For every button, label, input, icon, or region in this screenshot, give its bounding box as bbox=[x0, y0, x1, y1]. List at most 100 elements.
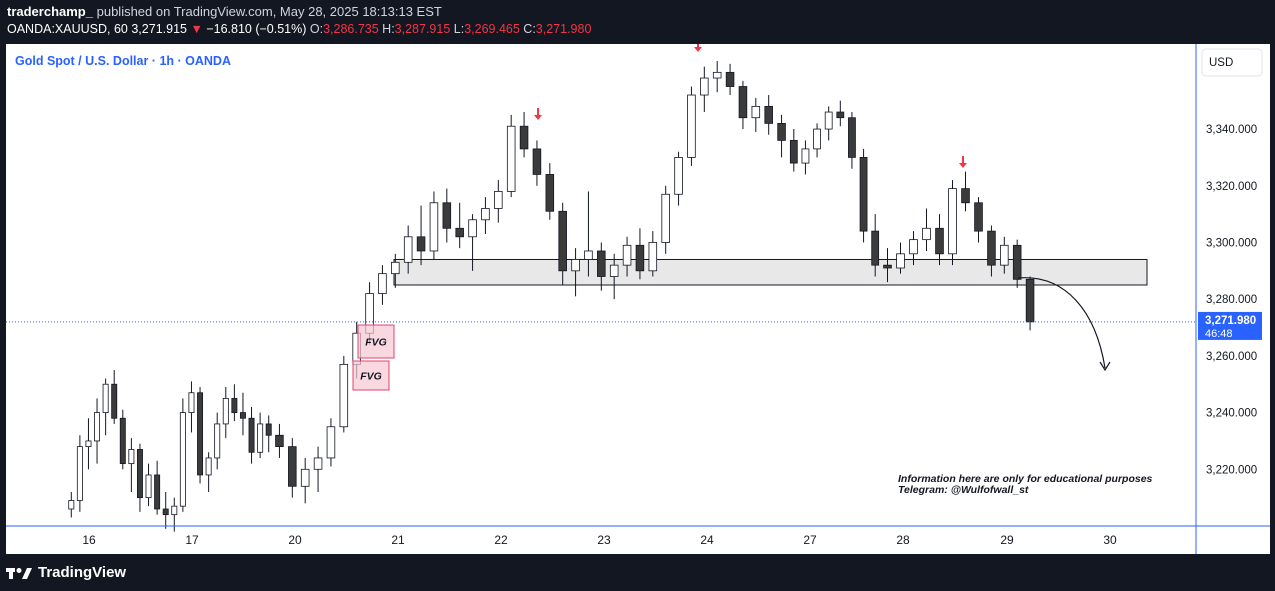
fvg-box[interactable] bbox=[357, 324, 395, 359]
candle-body bbox=[987, 230, 996, 266]
low-label: L: bbox=[453, 22, 465, 36]
fvg-label: FVG bbox=[365, 337, 387, 349]
candle-body bbox=[597, 250, 606, 277]
candle-body bbox=[468, 219, 477, 238]
tradingview-logo-icon bbox=[6, 567, 32, 579]
red-down-arrow-icon bbox=[694, 40, 702, 52]
open-label: O: bbox=[309, 22, 324, 36]
candle-body bbox=[494, 191, 503, 209]
projection-arrow[interactable] bbox=[1017, 277, 1106, 369]
time-tick-label: 23 bbox=[597, 533, 611, 547]
time-tick-label: 21 bbox=[391, 533, 405, 547]
support-zone[interactable] bbox=[393, 258, 1148, 286]
candle-body bbox=[231, 398, 238, 413]
high-label: H: bbox=[382, 22, 395, 36]
time-tick-label: 20 bbox=[288, 533, 302, 547]
price-tick-label: 3,280.000 bbox=[1206, 294, 1257, 306]
candle-body bbox=[76, 446, 83, 501]
candle-body bbox=[403, 236, 413, 263]
price-axis[interactable]: 3,220.000 3,240.000 3,260.000 3,280.000 3,30… bbox=[1206, 124, 1257, 476]
time-tick-label: 22 bbox=[494, 533, 508, 547]
candle-body bbox=[635, 244, 645, 272]
time-axis[interactable]: 16 17 20 21 22 23 24 27 28 29 30 bbox=[82, 533, 1117, 547]
author-name[interactable]: traderchamp_ bbox=[7, 4, 93, 19]
price-chart[interactable]: FVG FVG Information here are only for educ… bbox=[6, 40, 1270, 554]
candle-body bbox=[85, 440, 92, 448]
price-tick-label: 3,300.000 bbox=[1206, 237, 1257, 249]
candle-body bbox=[622, 244, 632, 266]
last-price-tag bbox=[1198, 311, 1262, 340]
time-tick-label: 30 bbox=[1103, 533, 1117, 547]
tradingview-logo[interactable]: TradingView bbox=[6, 564, 126, 581]
candle-body bbox=[455, 227, 464, 238]
price-tick-label: 3,240.000 bbox=[1206, 408, 1257, 420]
candle-body bbox=[687, 94, 696, 158]
telegram-note: Telegram: @Wulfofwall_st bbox=[898, 484, 1029, 496]
price-change: −16.810 (−0.51%) bbox=[206, 22, 307, 36]
close-label: C: bbox=[523, 22, 536, 36]
candle-body bbox=[171, 505, 178, 516]
fvg-label: FVG bbox=[360, 371, 382, 383]
candle-body bbox=[532, 148, 542, 175]
low-value: 3,269.465 bbox=[464, 22, 520, 36]
candle-body bbox=[674, 157, 683, 195]
candle-body bbox=[339, 363, 349, 428]
candle-body bbox=[214, 423, 221, 459]
currency-button[interactable] bbox=[1201, 48, 1263, 77]
candle-body bbox=[162, 508, 169, 516]
close-value: 3,271.980 bbox=[535, 22, 592, 36]
candle-body bbox=[442, 202, 452, 229]
candle-body bbox=[836, 111, 845, 119]
candle-body bbox=[935, 227, 944, 255]
last-price-tag-value: 3,271.980 bbox=[1205, 315, 1256, 327]
time-tick-label: 17 bbox=[185, 533, 199, 547]
candle-body bbox=[661, 193, 670, 243]
candle-body bbox=[429, 202, 439, 252]
candle-body bbox=[789, 140, 798, 164]
price-tick-label: 3,340.000 bbox=[1206, 124, 1257, 136]
chart-title: Gold Spot / U.S. Dollar · 1h · OANDA bbox=[15, 54, 231, 68]
price-tick-label: 3,260.000 bbox=[1206, 351, 1257, 363]
candle-body bbox=[313, 457, 323, 470]
candle-body bbox=[275, 434, 284, 448]
candle-body bbox=[571, 259, 580, 272]
time-tick-label: 16 bbox=[82, 533, 96, 547]
arrowhead-icon bbox=[1099, 361, 1111, 372]
candle-body bbox=[257, 423, 264, 453]
candle-body bbox=[265, 423, 272, 436]
candle-body bbox=[545, 174, 555, 212]
fvg-box[interactable] bbox=[352, 360, 390, 391]
candle-body bbox=[558, 210, 567, 272]
candle-body bbox=[205, 457, 212, 476]
publish-header: traderchamp_ published on TradingView.co… bbox=[7, 4, 442, 19]
candle-body bbox=[136, 449, 143, 499]
candle-body bbox=[751, 105, 761, 119]
candle-body bbox=[648, 242, 658, 272]
candle-body bbox=[481, 208, 490, 221]
candle-body bbox=[391, 261, 400, 275]
bar-countdown: 46:48 bbox=[1205, 328, 1233, 340]
candle-body bbox=[896, 253, 905, 269]
candle-body bbox=[909, 239, 918, 255]
candle-body bbox=[416, 236, 426, 252]
candle-body bbox=[777, 122, 786, 141]
candle-body bbox=[68, 500, 75, 510]
candle-body bbox=[102, 383, 109, 413]
price-tick-label: 3,220.000 bbox=[1206, 464, 1257, 476]
candle-body bbox=[859, 157, 868, 232]
candle-body bbox=[824, 111, 833, 130]
candle-body bbox=[1025, 278, 1035, 323]
time-tick-label: 28 bbox=[896, 533, 910, 547]
candle-body bbox=[922, 227, 931, 241]
candle-body bbox=[764, 105, 773, 124]
last-price: 3,271.915 bbox=[131, 22, 187, 36]
candle-body bbox=[197, 392, 204, 476]
candle-body bbox=[725, 71, 735, 87]
tradingview-brand: TradingView bbox=[38, 564, 127, 581]
red-down-arrow-icon bbox=[959, 156, 967, 168]
candle-body bbox=[948, 188, 957, 255]
candle-body bbox=[145, 474, 152, 499]
candle-body bbox=[848, 117, 856, 158]
candle-body bbox=[239, 412, 246, 419]
candle-body bbox=[506, 125, 516, 192]
